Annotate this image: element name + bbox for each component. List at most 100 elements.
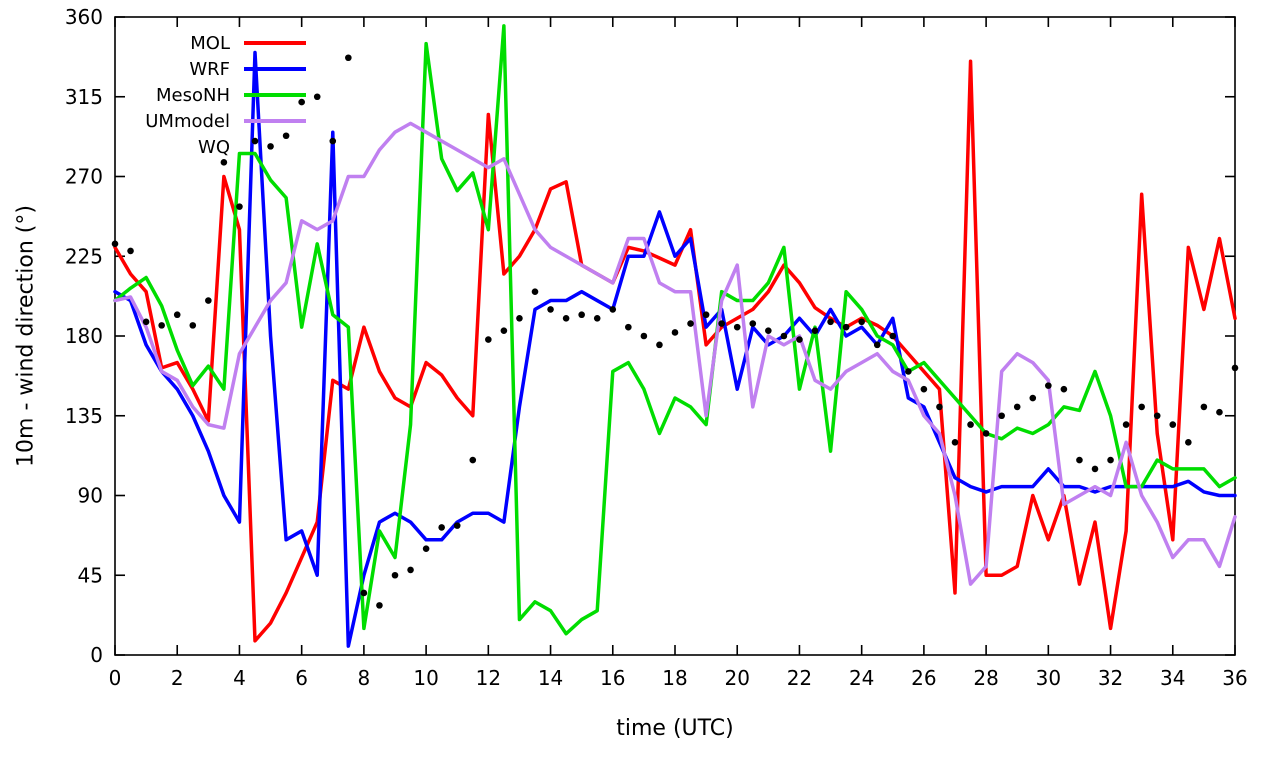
data-point — [811, 327, 819, 334]
data-point — [376, 602, 383, 609]
y-tick-label: 45 — [78, 563, 103, 587]
data-point — [765, 327, 772, 334]
x-tick-label: 30 — [1036, 666, 1061, 690]
data-point — [889, 332, 897, 340]
data-point — [173, 311, 181, 319]
x-axis-label: time (UTC) — [616, 716, 734, 741]
x-tick-label: 24 — [849, 666, 874, 690]
data-point — [998, 412, 1005, 420]
x-tick-label: 8 — [358, 666, 371, 690]
data-point — [1231, 364, 1239, 372]
series-line-MOL — [113, 59, 1237, 643]
data-point — [780, 332, 788, 340]
legend-item-UMmodel: UMmodel — [100, 108, 306, 134]
data-point — [282, 132, 290, 140]
legend-color-swatch — [244, 41, 306, 45]
legend-point-sample — [244, 134, 306, 160]
data-point — [142, 318, 150, 326]
data-point — [469, 456, 477, 464]
data-point — [531, 288, 539, 295]
data-point — [702, 311, 710, 319]
data-point — [858, 318, 865, 326]
data-point — [1091, 465, 1099, 473]
data-point — [905, 368, 912, 375]
y-tick-label: 360 — [65, 5, 103, 29]
y-tick-label: 225 — [65, 244, 103, 268]
data-point — [578, 311, 585, 319]
legend-label: MesoNH — [156, 84, 230, 106]
data-point — [267, 143, 274, 150]
data-point — [127, 247, 134, 255]
x-tick-label: 20 — [724, 666, 749, 690]
data-point — [360, 589, 368, 597]
data-point — [500, 327, 508, 334]
legend-color-swatch — [244, 119, 306, 123]
x-axis-ticks: 0 2 4 6 8 10 12 14 16 18 20 22 24 26 28 30 32 34 36 — [109, 17, 1248, 690]
series-points-WQ — [111, 54, 1239, 609]
x-tick-label: 6 — [295, 666, 308, 690]
x-tick-label: 34 — [1160, 666, 1185, 690]
y-tick-label: 315 — [65, 85, 103, 109]
x-tick-label: 18 — [662, 666, 687, 690]
legend-label: UMmodel — [145, 110, 230, 132]
data-point — [1216, 408, 1223, 416]
legend-item-MOL: MOL — [100, 30, 306, 56]
data-point — [640, 332, 648, 340]
data-point — [796, 336, 803, 343]
data-point — [967, 421, 974, 428]
data-point — [1107, 456, 1114, 464]
legend-line-sample — [244, 30, 306, 56]
data-point — [1013, 403, 1021, 411]
data-point — [438, 524, 445, 531]
data-point — [345, 54, 352, 62]
data-point — [656, 341, 663, 349]
data-point — [547, 306, 554, 313]
x-tick-label: 10 — [413, 666, 438, 690]
y-axis-ticks: 0 45 90 135 180 225 270 315 360 — [65, 5, 1235, 667]
data-point — [220, 159, 228, 166]
data-point — [298, 98, 305, 106]
legend-line-sample — [244, 108, 306, 134]
data-point — [236, 203, 243, 210]
data-point — [718, 320, 725, 327]
legend-color-swatch — [244, 67, 306, 71]
legend-item-WRF: WRF — [100, 56, 306, 82]
data-point — [749, 320, 757, 327]
data-point — [251, 137, 259, 145]
data-point — [1200, 403, 1208, 411]
data-point — [1185, 439, 1192, 446]
legend: MOL WRF MesoNH UMmodel WQ — [100, 30, 306, 160]
data-point — [111, 240, 119, 248]
data-point — [1060, 385, 1068, 393]
y-tick-label: 270 — [65, 165, 103, 189]
data-point — [1169, 421, 1177, 428]
data-point — [407, 566, 414, 574]
series-line-WRF — [113, 50, 1237, 648]
data-point — [625, 323, 632, 331]
data-point — [1029, 394, 1037, 402]
series-line-UMmodel — [113, 121, 1237, 586]
data-point — [158, 322, 165, 329]
x-tick-label: 12 — [476, 666, 501, 690]
x-tick-label: 28 — [973, 666, 998, 690]
data-point — [1153, 412, 1161, 420]
y-tick-label: 135 — [65, 404, 103, 428]
x-tick-label: 0 — [109, 666, 122, 690]
data-point — [687, 320, 694, 327]
data-point — [1045, 382, 1052, 389]
x-tick-label: 14 — [538, 666, 563, 690]
x-tick-label: 4 — [233, 666, 246, 690]
legend-label: WQ — [198, 136, 230, 158]
x-tick-label: 26 — [911, 666, 936, 690]
data-point — [329, 137, 337, 145]
legend-line-sample — [244, 56, 306, 82]
data-point — [1122, 421, 1130, 428]
data-point — [391, 571, 399, 579]
legend-color-swatch — [244, 93, 306, 97]
legend-item-MesoNH: MesoNH — [100, 82, 306, 108]
y-tick-label: 90 — [78, 484, 103, 508]
data-point — [982, 430, 990, 437]
y-tick-label: 180 — [65, 324, 103, 348]
data-point — [453, 522, 461, 529]
